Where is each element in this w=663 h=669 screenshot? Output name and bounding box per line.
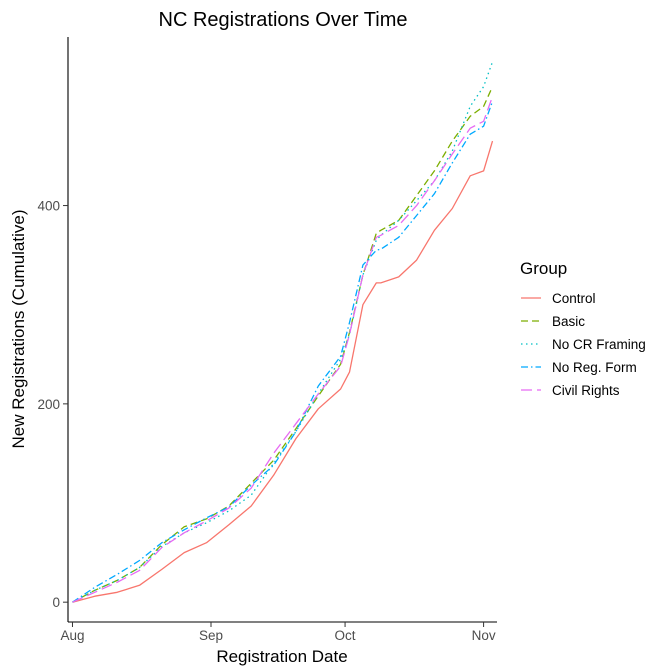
x-tick-label: Aug <box>60 628 84 643</box>
legend-label-basic: Basic <box>552 314 585 329</box>
series-line-basic <box>72 86 494 603</box>
series-line-civil-rights <box>72 96 494 603</box>
legend-title: Group <box>520 259 567 278</box>
y-axis-title: New Registrations (Cumulative) <box>9 209 28 448</box>
chart-title: NC Registrations Over Time <box>159 9 408 31</box>
legend-label-no-reg-form: No Reg. Form <box>552 360 637 375</box>
legend-label-control: Control <box>552 291 596 306</box>
series-line-no-cr-framing <box>72 61 494 603</box>
x-tick-label: Nov <box>472 628 496 643</box>
y-tick-label: 0 <box>52 595 60 610</box>
legend-label-civil-rights: Civil Rights <box>552 383 620 398</box>
y-tick-label: 400 <box>37 199 60 214</box>
y-tick-label: 200 <box>37 397 60 412</box>
series-line-no-reg-form <box>72 101 494 603</box>
series-line-control <box>72 140 494 603</box>
legend: Group Control Basic No CR Framing No Reg. F… <box>520 259 646 398</box>
plot-area <box>72 61 494 603</box>
y-axis-ticks: 0 200 400 <box>37 199 68 610</box>
x-axis-ticks: Aug Sep Oct Nov <box>60 622 496 643</box>
x-tick-label: Sep <box>199 628 223 643</box>
x-tick-label: Oct <box>335 628 356 643</box>
legend-label-no-cr-framing: No CR Framing <box>552 337 646 352</box>
x-axis-title: Registration Date <box>216 647 347 666</box>
